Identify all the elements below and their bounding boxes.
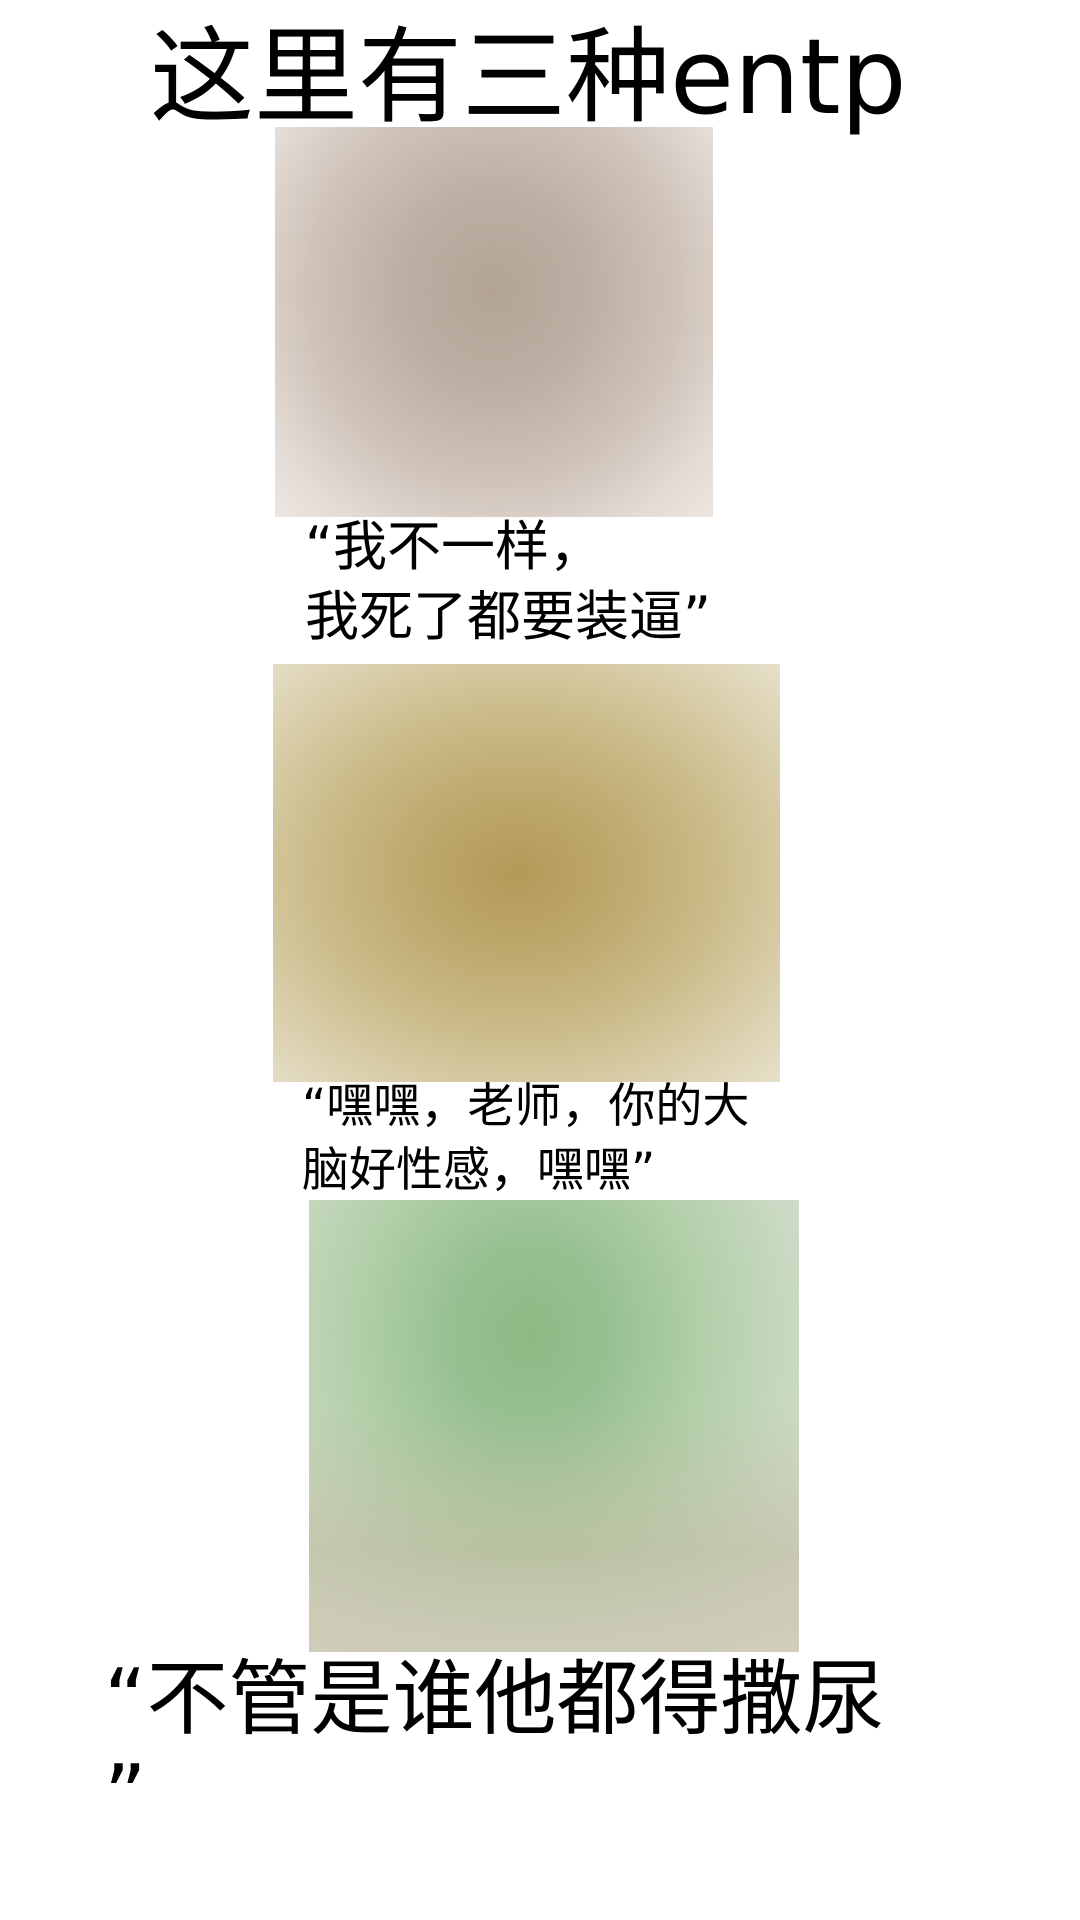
photo-1	[275, 127, 713, 517]
caption-3: “不管是谁他都得撒尿 ”	[104, 1652, 884, 1844]
caption-3-line-1: “不管是谁他都得撒尿	[104, 1652, 885, 1747]
caption-1: “我不一样， 我死了都要装逼”	[305, 512, 711, 652]
caption-1-line-1: “我不一样，	[305, 515, 603, 578]
caption-2: “嘿嘿，老师，你的大 脑好性感，嘿嘿”	[302, 1075, 749, 1203]
page-title: 这里有三种entp	[150, 16, 907, 138]
caption-3-line-2: ”	[104, 1748, 147, 1843]
caption-2-line-1: “嘿嘿，老师，你的大	[302, 1079, 750, 1134]
caption-2-line-2: 脑好性感，嘿嘿”	[302, 1143, 656, 1198]
photo-2	[273, 664, 780, 1082]
caption-1-line-2: 我死了都要装逼”	[305, 585, 711, 648]
photo-3	[309, 1200, 799, 1652]
